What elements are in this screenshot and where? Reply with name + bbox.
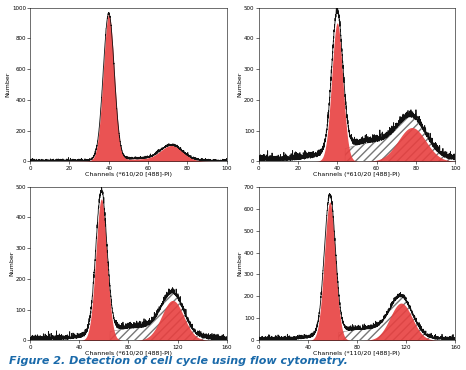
X-axis label: Channels (*610/20 [488]-PI): Channels (*610/20 [488]-PI) (314, 172, 400, 177)
X-axis label: Channels (*610/20 [488]-PI): Channels (*610/20 [488]-PI) (85, 351, 172, 356)
Y-axis label: Number: Number (6, 72, 11, 97)
Y-axis label: Number: Number (9, 251, 14, 276)
Text: Figure 2. Detection of cell cycle using flow cytometry.: Figure 2. Detection of cell cycle using … (9, 356, 348, 366)
Y-axis label: Number: Number (238, 251, 242, 276)
X-axis label: Channels (*110/20 [488]-PI): Channels (*110/20 [488]-PI) (314, 351, 400, 356)
Y-axis label: Number: Number (238, 72, 242, 97)
X-axis label: Channels (*610/20 [488]-PI): Channels (*610/20 [488]-PI) (85, 172, 172, 177)
